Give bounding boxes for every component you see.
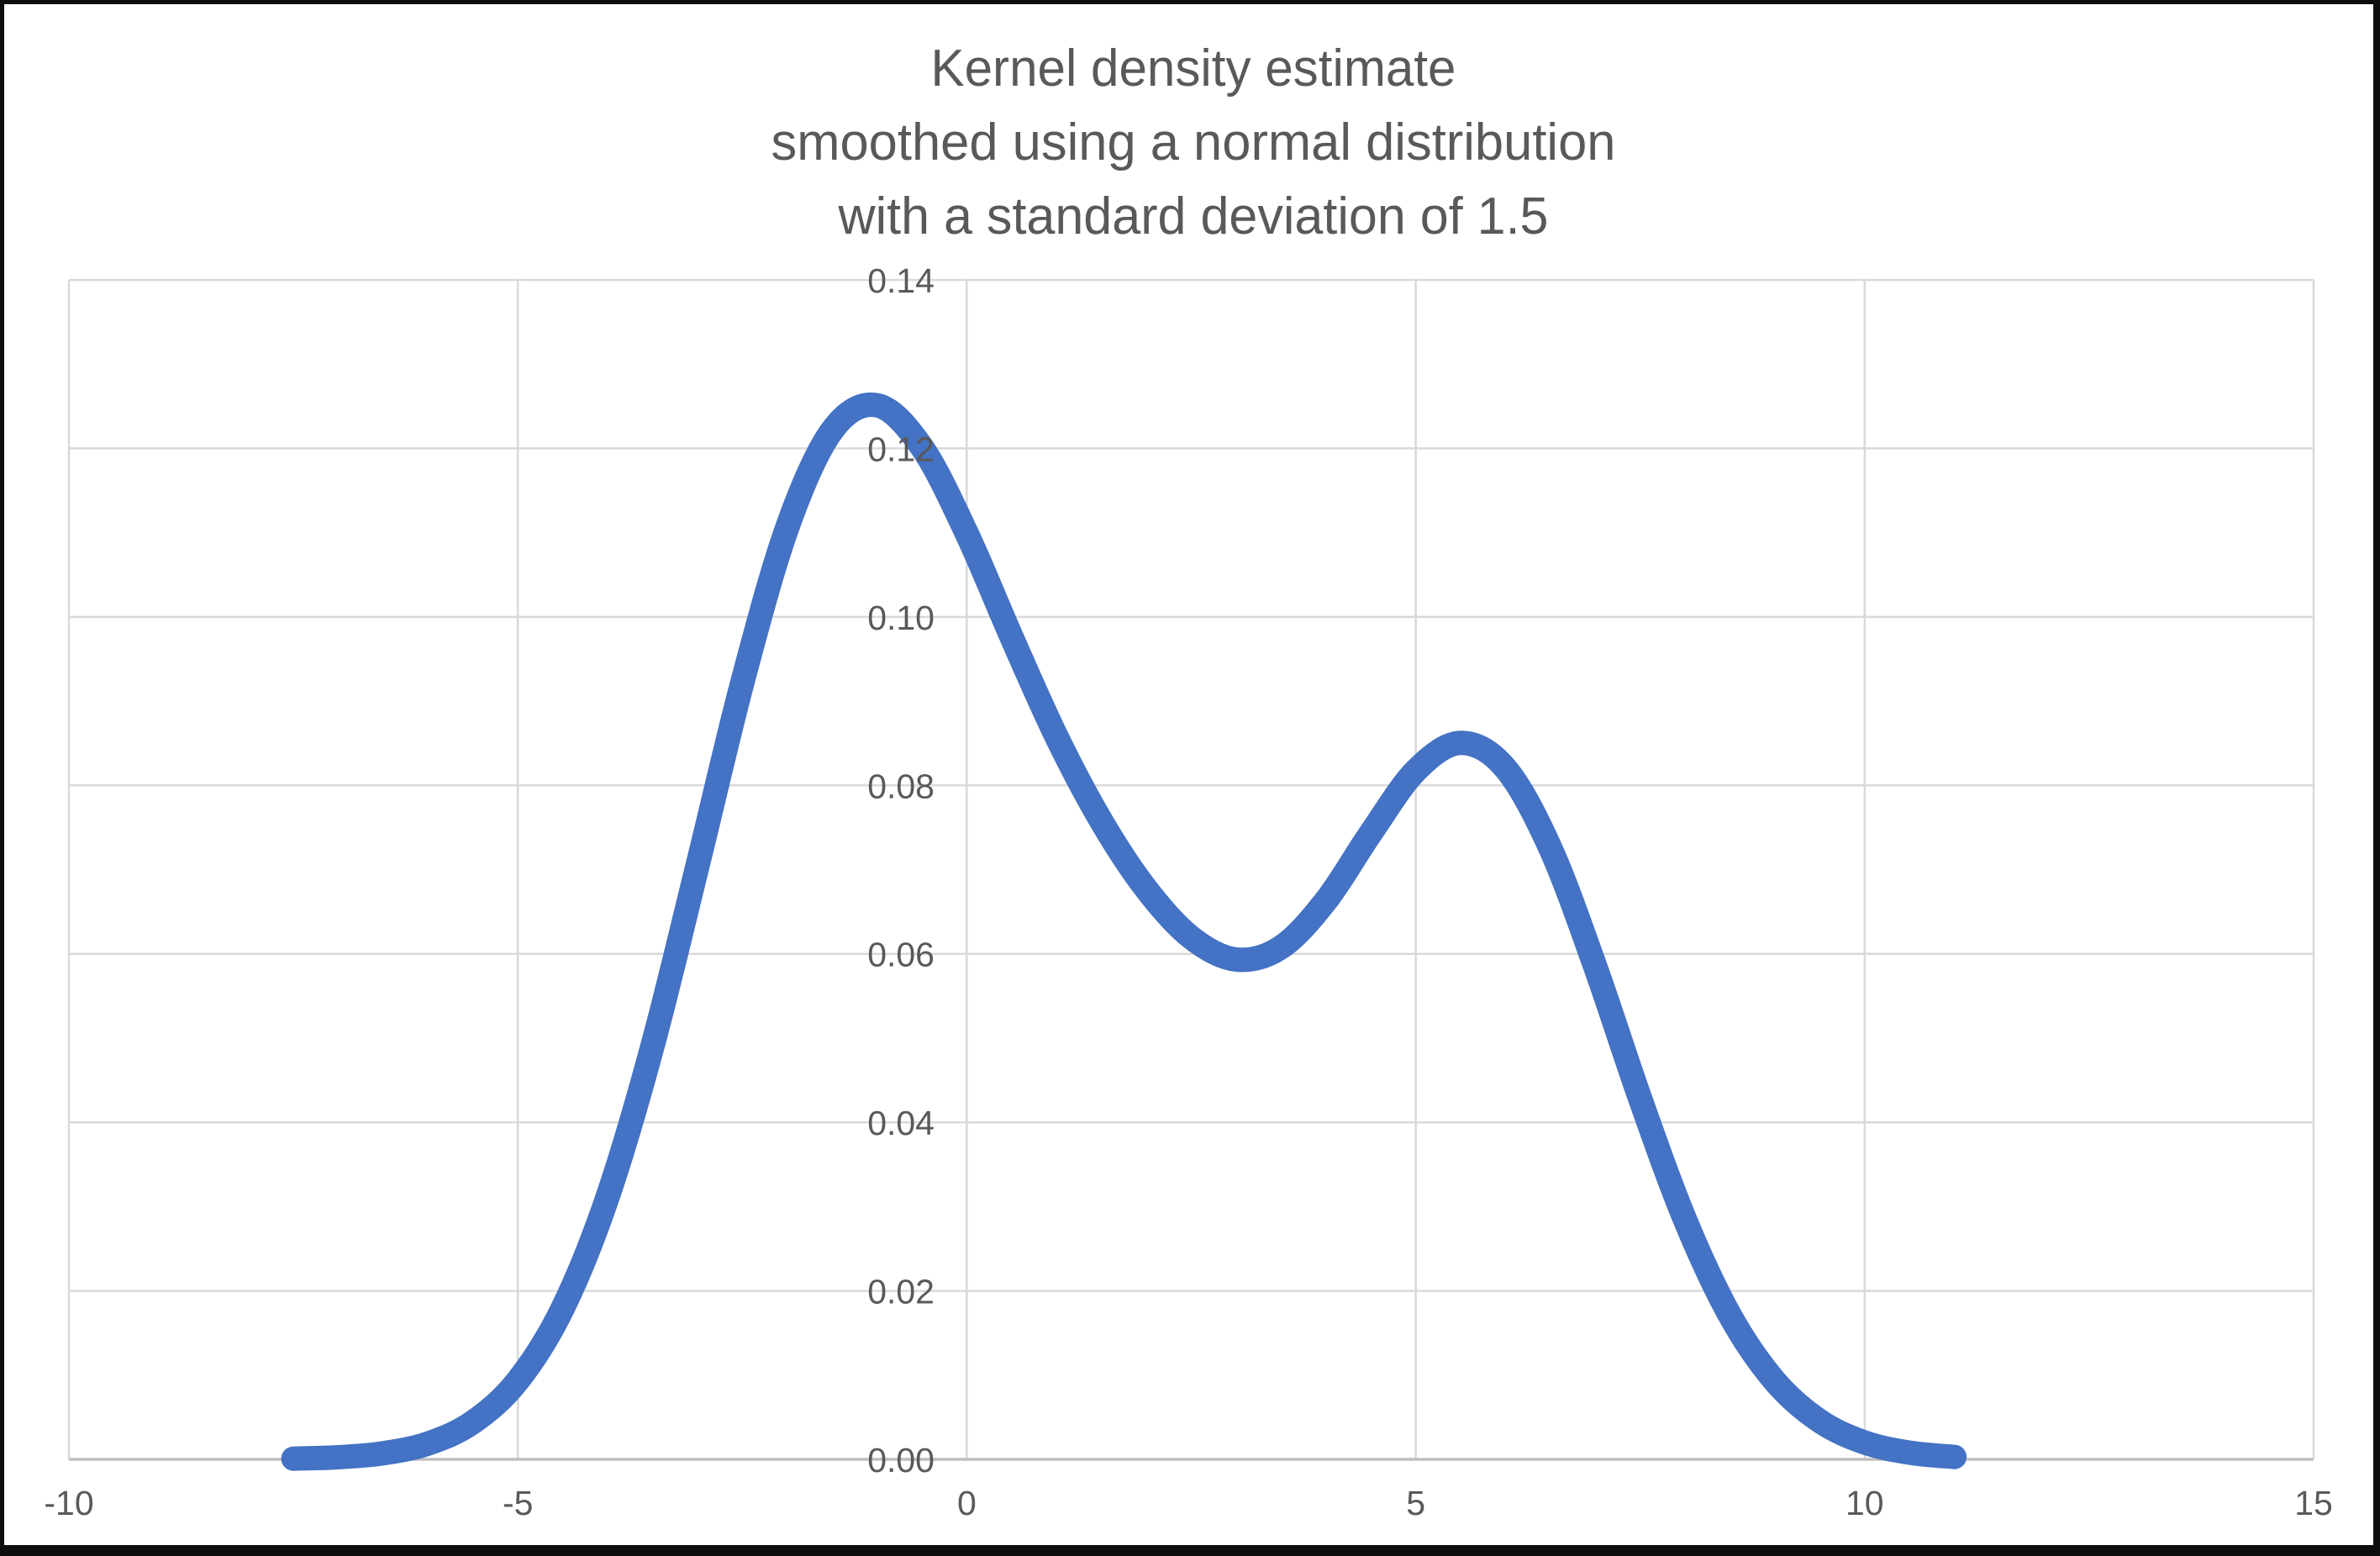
kde-curve-series bbox=[281, 392, 1967, 1471]
x-axis-tick-label: -10 bbox=[44, 1484, 93, 1522]
y-axis-tick-label: 0.12 bbox=[867, 430, 935, 468]
gridlines bbox=[67, 278, 2315, 1461]
x-axis-tick-label: 0 bbox=[957, 1484, 977, 1522]
x-axis-tick-label: 10 bbox=[1846, 1484, 1884, 1522]
chart-title: Kernel density estimate smoothed using a… bbox=[771, 40, 1616, 245]
y-axis-tick-label: 0.04 bbox=[867, 1104, 935, 1142]
chart-title-line-1: Kernel density estimate bbox=[931, 40, 1456, 98]
y-axis-tick-label: 0.06 bbox=[867, 936, 935, 974]
chart-title-line-3: with a standard deviation of 1.5 bbox=[838, 187, 1549, 245]
x-axis-tick-label: 15 bbox=[2294, 1484, 2333, 1522]
x-axis-tick-label: 5 bbox=[1406, 1484, 1425, 1522]
x-axis-tick-label: -5 bbox=[503, 1484, 533, 1522]
chart-title-line-2: smoothed using a normal distribution bbox=[771, 113, 1616, 171]
y-axis-tick-label: 0.02 bbox=[867, 1273, 935, 1311]
x-axis-tick-labels: -10 -5 0 5 10 15 bbox=[44, 1484, 2332, 1522]
y-axis-tick-label: 0.14 bbox=[867, 261, 935, 300]
y-axis-tick-label: 0.10 bbox=[867, 599, 935, 637]
y-axis-tick-label: 0.08 bbox=[867, 767, 935, 805]
y-axis-tick-labels: 0.00 0.02 0.04 0.06 0.08 0.10 0.12 0.14 bbox=[867, 261, 935, 1480]
y-axis-tick-label: 0.00 bbox=[867, 1441, 935, 1480]
